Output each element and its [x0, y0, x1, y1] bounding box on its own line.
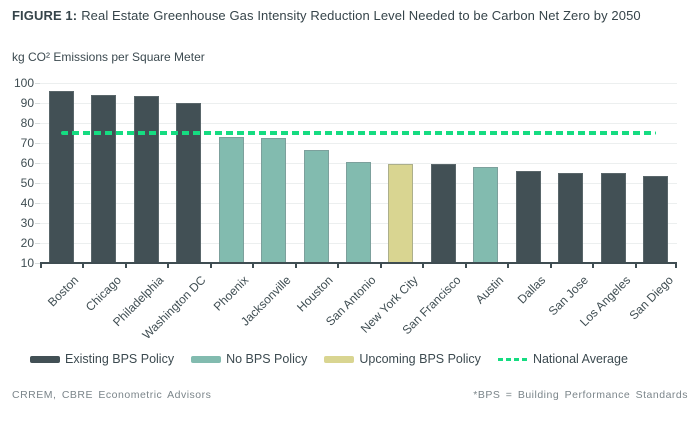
x-axis-tick — [675, 264, 677, 268]
x-axis-label-chicago: Chicago — [82, 273, 124, 315]
x-axis-label-austin: Austin — [472, 273, 506, 307]
x-axis-tick — [592, 264, 595, 268]
y-axis-label: 20 — [20, 236, 34, 250]
x-axis-tick — [464, 264, 467, 268]
legend-label: Existing BPS Policy — [65, 352, 175, 366]
bar-san-francisco — [430, 164, 456, 263]
gridline — [40, 82, 677, 84]
legend: Existing BPS Policy No BPS Policy Upcoming… — [30, 352, 628, 366]
bar-washington-dc — [176, 103, 202, 263]
legend-item-existing-bps-policy: Existing BPS Policy — [30, 352, 174, 366]
x-axis-tick — [124, 264, 127, 268]
x-axis-tick — [252, 264, 255, 268]
bar-austin — [473, 167, 499, 263]
x-axis-tick — [82, 264, 85, 268]
y-axis-tick — [35, 142, 40, 144]
gridline — [40, 142, 677, 144]
x-axis-tick — [294, 264, 297, 268]
y-axis-unit-label: kg CO² Emissions per Square Meter — [12, 50, 205, 64]
bar-boston — [48, 91, 74, 263]
y-axis-tick — [35, 202, 40, 204]
y-axis-label: 100 — [13, 76, 34, 90]
x-axis-tick — [634, 264, 637, 268]
y-axis-label: 80 — [20, 116, 34, 130]
legend-label: Upcoming BPS Policy — [359, 352, 481, 366]
y-axis-label: 50 — [20, 176, 34, 190]
y-axis-tick — [35, 162, 40, 164]
y-axis-label: 10 — [20, 256, 34, 270]
x-axis-tick — [337, 264, 340, 268]
legend-item-upcoming-bps-policy: Upcoming BPS Policy — [324, 352, 481, 366]
legend-swatch-existing-bps-policy — [30, 355, 60, 363]
x-axis-tick — [549, 264, 552, 268]
plot-area: 10 20 30 40 50 60 70 80 90 100 Boston Chicago Philad… — [14, 76, 677, 342]
x-axis-label-dallas: Dallas — [514, 273, 549, 307]
x-axis-label-san-diego: San Diego — [626, 273, 676, 323]
bar-los-angeles — [600, 173, 626, 263]
x-axis-label-houston: Houston — [294, 273, 336, 315]
bar-dallas — [515, 171, 541, 263]
legend-label: No BPS Policy — [226, 352, 308, 366]
y-axis-label: 60 — [20, 156, 34, 170]
y-axis-label: 70 — [20, 136, 34, 150]
y-axis-label: 30 — [20, 216, 34, 230]
legend-item-no-bps-policy: No BPS Policy — [191, 352, 307, 366]
x-axis-line — [40, 262, 677, 264]
legend-swatch-no-bps-policy — [191, 355, 222, 363]
y-axis-tick — [35, 102, 40, 104]
source-text: CRREM, CBRE Econometric Advisors — [12, 389, 212, 401]
legend-swatch-upcoming-bps-policy — [324, 355, 355, 363]
bar-jacksonville — [261, 138, 287, 263]
y-axis-label: 40 — [20, 196, 34, 210]
x-axis-label-phoenix: Phoenix — [210, 273, 252, 314]
bar-san-antonio — [346, 162, 371, 263]
figure-title: FIGURE 1: Real Estate Greenhouse Gas Inte… — [12, 8, 641, 23]
bar-san-diego — [643, 176, 669, 263]
x-axis-tick — [209, 264, 212, 268]
y-axis-tick — [35, 262, 40, 264]
bar-san-jose — [558, 173, 584, 263]
x-axis-tick — [167, 264, 170, 268]
gridline — [40, 122, 677, 124]
x-axis-tick — [379, 264, 382, 268]
y-axis-tick — [35, 222, 40, 224]
bar-chicago — [91, 95, 117, 263]
legend-item-national-average: National Average — [497, 352, 628, 366]
national-average-line — [61, 131, 656, 135]
y-axis-tick — [35, 242, 40, 244]
x-axis-label-boston: Boston — [44, 273, 82, 310]
x-axis-tick — [40, 264, 42, 268]
gridline — [40, 102, 677, 104]
legend-swatch-dashed-line — [497, 357, 528, 361]
x-axis-tick — [422, 264, 425, 268]
legend-label: National Average — [532, 352, 628, 366]
bar-philadelphia — [133, 96, 159, 263]
bar-houston — [303, 150, 329, 263]
y-axis-label: 90 — [20, 96, 34, 110]
figure-label: FIGURE 1: — [12, 8, 78, 23]
y-axis-tick — [35, 182, 40, 184]
y-axis-tick — [35, 122, 40, 124]
x-axis-tick — [507, 264, 510, 268]
y-axis-tick — [35, 82, 40, 84]
footnote-text: *BPS = Building Performance Standards — [473, 389, 688, 401]
bar-phoenix — [218, 137, 244, 263]
figure-title-text: Real Estate Greenhouse Gas Intensity Red… — [81, 8, 641, 23]
bar-new-york-city — [388, 164, 414, 263]
